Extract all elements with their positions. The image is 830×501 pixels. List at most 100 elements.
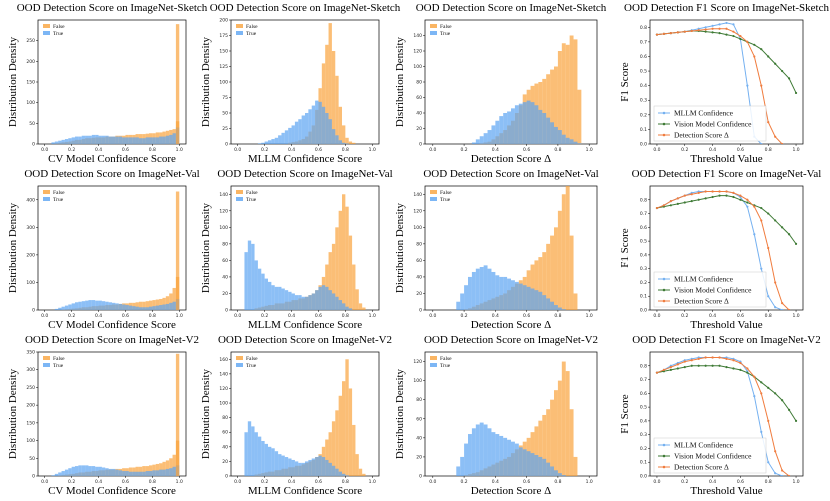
series-point — [739, 194, 742, 197]
false-bar — [355, 454, 359, 476]
true-bar — [471, 428, 476, 476]
true-bar — [132, 137, 136, 144]
true-bar — [169, 302, 173, 310]
series-point — [767, 55, 770, 58]
false-bar — [335, 75, 339, 144]
false-bar — [565, 44, 570, 144]
x-tick-label: 0.0 — [234, 479, 241, 485]
false-bar — [565, 371, 570, 476]
y-tick-label: 20 — [222, 291, 228, 297]
y-tick-label: 60 — [416, 416, 422, 422]
x-axis-label: CV Model Confidence Score — [48, 319, 176, 331]
series-line-3 — [656, 191, 790, 310]
true-bar — [288, 458, 292, 476]
false-bar — [165, 460, 170, 476]
true-bar — [565, 137, 570, 144]
series-point — [732, 195, 735, 199]
series-point — [725, 194, 728, 197]
true-bar — [142, 471, 146, 476]
true-bar — [118, 136, 123, 144]
x-axis-label: MLLM Confidence Score — [248, 485, 362, 497]
series-point — [774, 62, 777, 65]
y-tick-label: 100 — [219, 401, 228, 407]
series-point — [781, 69, 784, 73]
y-tick-label: 50 — [29, 456, 35, 462]
legend-swatch-false — [43, 24, 50, 28]
true-bar — [487, 428, 492, 476]
x-tick-label: 0.2 — [261, 313, 268, 319]
true-bar — [550, 301, 554, 310]
true-bar — [128, 137, 133, 144]
true-bar — [507, 439, 511, 476]
series-point — [697, 357, 700, 360]
y-tick-label: 160 — [219, 357, 228, 363]
legend-label: Vision Model Confidence — [674, 120, 752, 129]
true-bar — [155, 305, 160, 310]
true-bar — [268, 446, 272, 476]
x-tick-label: 0.0 — [429, 313, 436, 319]
false-bar — [338, 395, 342, 476]
true-bar — [291, 125, 295, 144]
series-point — [732, 34, 735, 38]
true-bar — [105, 135, 109, 144]
false-bar — [331, 421, 336, 476]
y-tick-label: 300 — [26, 367, 35, 373]
x-tick-label: 0.4 — [492, 313, 499, 319]
series-point — [676, 202, 679, 206]
x-axis-label: Threshold Value — [690, 153, 762, 165]
y-tick-label: 40 — [222, 444, 228, 450]
true-bar — [88, 135, 92, 144]
series-point — [676, 367, 679, 370]
series-point — [725, 21, 728, 25]
true-bar — [244, 432, 248, 476]
false-bar — [554, 390, 558, 476]
true-bar — [338, 471, 342, 476]
x-tick-label: 0.6 — [315, 147, 322, 153]
true-bar — [483, 133, 488, 144]
y-tick-label: 0.2 — [640, 112, 647, 118]
true-bar — [122, 304, 126, 310]
true-bar — [271, 285, 275, 310]
series-point — [662, 204, 666, 207]
subplot-title: OOD Detection Score on ImageNet-Sketch — [210, 2, 401, 14]
true-bar — [569, 139, 574, 144]
true-bar — [331, 293, 336, 310]
true-bar — [128, 305, 133, 310]
false-bar — [138, 466, 143, 476]
true-bar — [288, 127, 292, 144]
true-bar — [172, 133, 176, 144]
x-tick-label: 0.0 — [41, 479, 48, 485]
legend-label-true: True — [440, 197, 451, 203]
x-tick-label: 0.8 — [554, 313, 561, 319]
subplot-title: OOD Detection Score on ImageNet-Val — [24, 168, 199, 180]
true-bar — [328, 290, 332, 310]
true-bar — [95, 466, 99, 476]
x-tick-label: 0.8 — [149, 479, 156, 485]
series-point — [725, 33, 728, 36]
series-point — [787, 308, 791, 310]
subplot-title: OOD Detection F1 Score on ImageNet-Val — [632, 168, 822, 180]
true-bar — [271, 139, 275, 144]
true-bar — [345, 306, 349, 310]
true-bar — [546, 117, 551, 144]
series-point — [690, 364, 693, 367]
true-bar — [268, 281, 272, 310]
true-bar — [499, 276, 504, 310]
x-axis-label: CV Model Confidence Score — [48, 153, 176, 165]
false-bar — [550, 235, 554, 310]
x-tick-label: 0.2 — [261, 147, 268, 153]
legend-label-true: True — [246, 197, 257, 203]
legend-marker — [662, 277, 666, 281]
true-bar — [149, 471, 153, 476]
true-bar — [318, 455, 322, 476]
x-axis-label: Detection Score Δ — [471, 319, 551, 331]
y-tick-label: 100 — [26, 438, 35, 444]
y-tick-label: 80 — [416, 241, 422, 247]
legend-box — [653, 271, 767, 308]
legend-swatch-false — [43, 190, 50, 194]
true-bar — [338, 300, 342, 310]
true-bar — [305, 461, 309, 476]
y-tick-label: 0.2 — [640, 446, 647, 452]
true-bar — [526, 286, 531, 310]
series-point — [669, 200, 672, 203]
